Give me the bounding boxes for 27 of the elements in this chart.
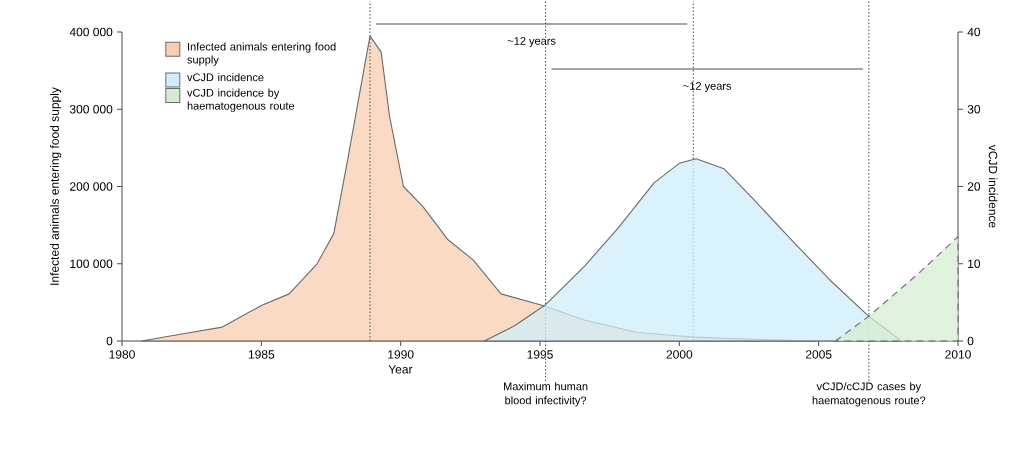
annotation: ~12 years [507, 37, 556, 47]
x-tick-label: 2000 [666, 350, 693, 359]
x-tick-label: 1990 [388, 350, 414, 359]
y-tick-label: 200 000 [70, 182, 113, 191]
x-tick-label: 2005 [805, 350, 832, 359]
annotation: ~12 years [683, 82, 732, 92]
y-tick-label: 400 000 [69, 27, 113, 37]
y-tick-label: 100 000 [70, 259, 113, 268]
y-axis-title: Infected animals entering food supply [50, 87, 62, 285]
y-tick-label: 0 [106, 336, 113, 346]
y2-tick-label: 20 [967, 182, 981, 191]
x-axis-title: Year [388, 365, 413, 374]
x-tick-label: 2010 [945, 350, 971, 359]
legend-label: Infected animals entering food supply [187, 42, 336, 66]
y-tick-label: 300 000 [69, 105, 113, 114]
x-tick-label: 1995 [527, 350, 553, 359]
y2-tick-label: 10 [968, 259, 981, 268]
y2-tick-label: 0 [967, 336, 974, 346]
ref-line-label: Maximum human blood infectivity? [504, 382, 588, 407]
ref-line-label: vCJD/cCJD cases by haematogenous route? [812, 382, 926, 407]
y2-tick-label: 40 [967, 27, 981, 37]
legend-label: vCJD incidence by haematogenous route [187, 88, 295, 112]
legend-label: vCJD incidence [187, 73, 264, 82]
x-tick-label: 1980 [109, 350, 135, 359]
x-tick-label: 1985 [248, 350, 275, 359]
y2-axis-title: vCJD incidence [988, 144, 998, 228]
y2-tick-label: 30 [967, 105, 981, 114]
